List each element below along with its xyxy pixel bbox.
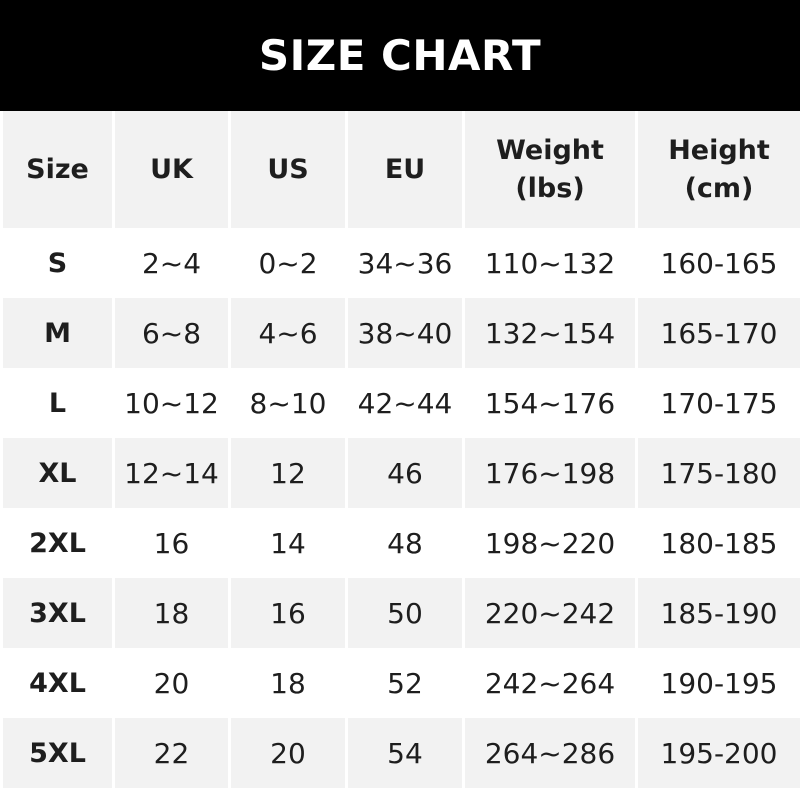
table-cell: 176~198	[462, 438, 638, 508]
table-cell: 46	[345, 438, 465, 508]
column-header-line1: UK	[150, 153, 193, 185]
title-banner: SIZE CHART	[0, 0, 800, 111]
column-header-us: US	[228, 111, 348, 228]
table-row: 5XL 22 20 54 264~286 195-200	[0, 718, 800, 788]
column-header-line1: Weight	[496, 134, 604, 166]
size-cell: S	[0, 228, 115, 298]
table-cell: 185-190	[635, 578, 800, 648]
table-cell: 8~10	[228, 368, 348, 438]
table-row: 4XL 20 18 52 242~264 190-195	[0, 648, 800, 718]
table-cell: 198~220	[462, 508, 638, 578]
table-cell: 48	[345, 508, 465, 578]
table-cell: 160-165	[635, 228, 800, 298]
table-cell: 2~4	[112, 228, 231, 298]
column-header-line2: (cm)	[684, 172, 754, 204]
table-cell: 6~8	[112, 298, 231, 368]
table-cell: 42~44	[345, 368, 465, 438]
column-header-line1: Height	[668, 134, 770, 166]
column-header-uk: UK	[112, 111, 231, 228]
size-cell: 4XL	[0, 648, 115, 718]
table-cell: 20	[112, 648, 231, 718]
table-cell: 18	[228, 648, 348, 718]
table-cell: 264~286	[462, 718, 638, 788]
table-cell: 18	[112, 578, 231, 648]
table-cell: 0~2	[228, 228, 348, 298]
size-cell: 3XL	[0, 578, 115, 648]
table-cell: 14	[228, 508, 348, 578]
size-table: Size UK US EU Weight (lbs) Height (cm) S 2~4 0~2 3…	[0, 111, 800, 788]
column-header-size: Size	[0, 111, 115, 228]
size-cell: M	[0, 298, 115, 368]
table-row: XL 12~14 12 46 176~198 175-180	[0, 438, 800, 508]
column-header-line1: US	[267, 153, 309, 185]
table-cell: 4~6	[228, 298, 348, 368]
page-title: SIZE CHART	[258, 31, 542, 80]
table-cell: 12	[228, 438, 348, 508]
table-cell: 16	[112, 508, 231, 578]
header-row: Size UK US EU Weight (lbs) Height (cm)	[0, 111, 800, 228]
table-cell: 110~132	[462, 228, 638, 298]
table-cell: 220~242	[462, 578, 638, 648]
table-cell: 52	[345, 648, 465, 718]
table-cell: 20	[228, 718, 348, 788]
table-cell: 154~176	[462, 368, 638, 438]
table-cell: 242~264	[462, 648, 638, 718]
column-header-line1: Size	[26, 153, 89, 185]
table-row: 2XL 16 14 48 198~220 180-185	[0, 508, 800, 578]
column-header-line1: EU	[384, 153, 426, 185]
table-row: S 2~4 0~2 34~36 110~132 160-165	[0, 228, 800, 298]
table-cell: 54	[345, 718, 465, 788]
table-cell: 170-175	[635, 368, 800, 438]
size-cell: 2XL	[0, 508, 115, 578]
column-header-height: Height (cm)	[635, 111, 800, 228]
column-header-weight: Weight (lbs)	[462, 111, 638, 228]
table-cell: 195-200	[635, 718, 800, 788]
table-cell: 22	[112, 718, 231, 788]
column-header-eu: EU	[345, 111, 465, 228]
size-cell: 5XL	[0, 718, 115, 788]
size-cell: L	[0, 368, 115, 438]
column-header-line2: (lbs)	[515, 172, 585, 204]
table-cell: 38~40	[345, 298, 465, 368]
table-cell: 10~12	[112, 368, 231, 438]
table-cell: 190-195	[635, 648, 800, 718]
table-cell: 12~14	[112, 438, 231, 508]
table-cell: 16	[228, 578, 348, 648]
size-cell: XL	[0, 438, 115, 508]
table-row: L 10~12 8~10 42~44 154~176 170-175	[0, 368, 800, 438]
table-cell: 50	[345, 578, 465, 648]
table-cell: 175-180	[635, 438, 800, 508]
table-cell: 34~36	[345, 228, 465, 298]
table-cell: 180-185	[635, 508, 800, 578]
table-row: 3XL 18 16 50 220~242 185-190	[0, 578, 800, 648]
table-row: M 6~8 4~6 38~40 132~154 165-170	[0, 298, 800, 368]
table-cell: 132~154	[462, 298, 638, 368]
table-cell: 165-170	[635, 298, 800, 368]
